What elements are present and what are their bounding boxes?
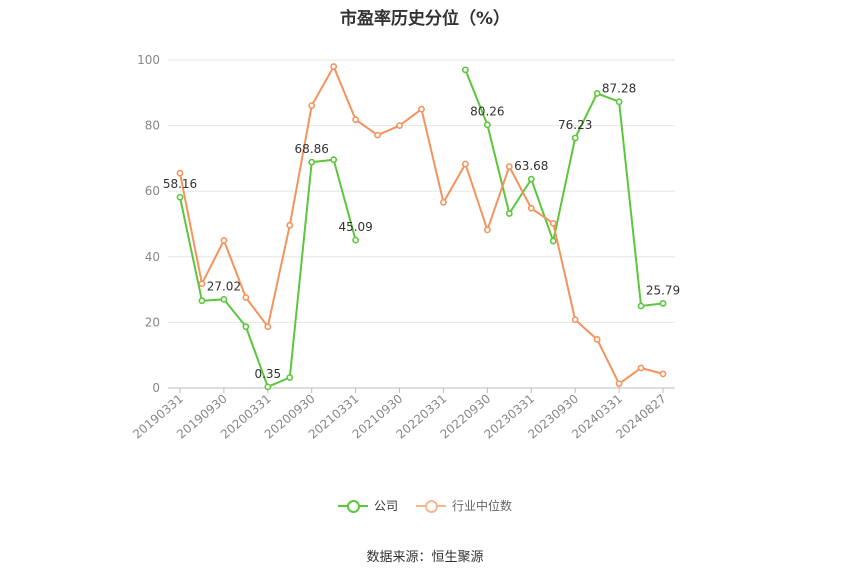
x-axis: 2019033120190930202003312020093020210331… (130, 387, 675, 442)
data-point (330, 156, 338, 164)
data-label: 27.02 (207, 279, 241, 293)
legend-item-company[interactable]: 公司 (337, 497, 398, 514)
data-point (396, 122, 403, 129)
data-point (264, 323, 272, 331)
y-axis: 0 20 40 60 80 100 (137, 53, 160, 395)
data-point (549, 237, 557, 245)
data-point (440, 198, 447, 206)
data-point (571, 316, 579, 324)
data-point (527, 204, 535, 212)
data-point (308, 158, 316, 166)
data-point (308, 102, 316, 109)
data-point (483, 226, 491, 234)
data-point (462, 160, 469, 168)
data-point (198, 297, 206, 305)
data-point (483, 121, 491, 129)
data-label: 45.09 (338, 220, 372, 234)
data-point (352, 116, 360, 124)
y-tick-label: 60 (145, 184, 160, 198)
data-point (593, 90, 601, 97)
data-point (615, 98, 623, 106)
data-label: 25.79 (646, 283, 680, 297)
data-label: 68.86 (295, 142, 329, 156)
legend-item-industry[interactable]: 行业中位数 (416, 497, 512, 514)
y-tick-label: 0 (152, 381, 160, 395)
data-point (264, 383, 272, 391)
data-point (286, 221, 294, 229)
legend-label-industry: 行业中位数 (452, 499, 513, 513)
data-point (615, 380, 623, 388)
data-point (352, 236, 360, 244)
data-label: 58.16 (163, 177, 197, 191)
data-point (462, 66, 469, 74)
y-tick-label: 40 (145, 250, 160, 264)
data-point (198, 280, 206, 288)
series-group (176, 63, 667, 391)
data-point (418, 105, 425, 113)
data-label: 80.26 (470, 105, 504, 119)
chart-title: 市盈率历史分位（%） (339, 9, 511, 29)
data-point (176, 193, 184, 201)
y-tick-label: 100 (137, 53, 160, 67)
legend-line-marker-icon (416, 499, 446, 513)
data-point (571, 134, 579, 142)
data-point (176, 169, 184, 177)
data-label: 76.23 (558, 118, 592, 132)
series-line (464, 69, 664, 307)
source-note: 数据来源：恒生聚源 (366, 550, 484, 565)
legend-label-company: 公司 (373, 499, 398, 513)
data-point (659, 370, 667, 378)
data-point (242, 323, 250, 331)
data-label: 87.28 (602, 82, 636, 96)
data-labels: 58.16 27.02 0.35 68.86 45.09 80.26 63.68 76.23 8… (163, 82, 680, 381)
data-point (505, 163, 513, 170)
series-company (176, 66, 667, 391)
data-point (593, 336, 601, 343)
y-tick-label: 80 (145, 119, 160, 133)
legend: 公司 行业中位数 (0, 497, 850, 514)
data-point (505, 210, 513, 217)
series-industry (176, 63, 667, 388)
y-tick-label: 20 (145, 315, 160, 329)
data-point (220, 236, 228, 244)
legend-line-marker-icon (337, 499, 368, 513)
data-point (637, 302, 645, 310)
data-point (549, 219, 557, 227)
data-point (286, 374, 294, 381)
data-label: 0.35 (254, 367, 281, 381)
data-point (242, 294, 250, 301)
data-point (374, 131, 381, 139)
data-point (659, 300, 667, 307)
data-point (330, 63, 338, 70)
data-label: 63.68 (514, 159, 548, 173)
data-point (527, 175, 535, 183)
series-line (179, 65, 664, 385)
data-point (637, 364, 645, 372)
data-point (220, 295, 228, 303)
